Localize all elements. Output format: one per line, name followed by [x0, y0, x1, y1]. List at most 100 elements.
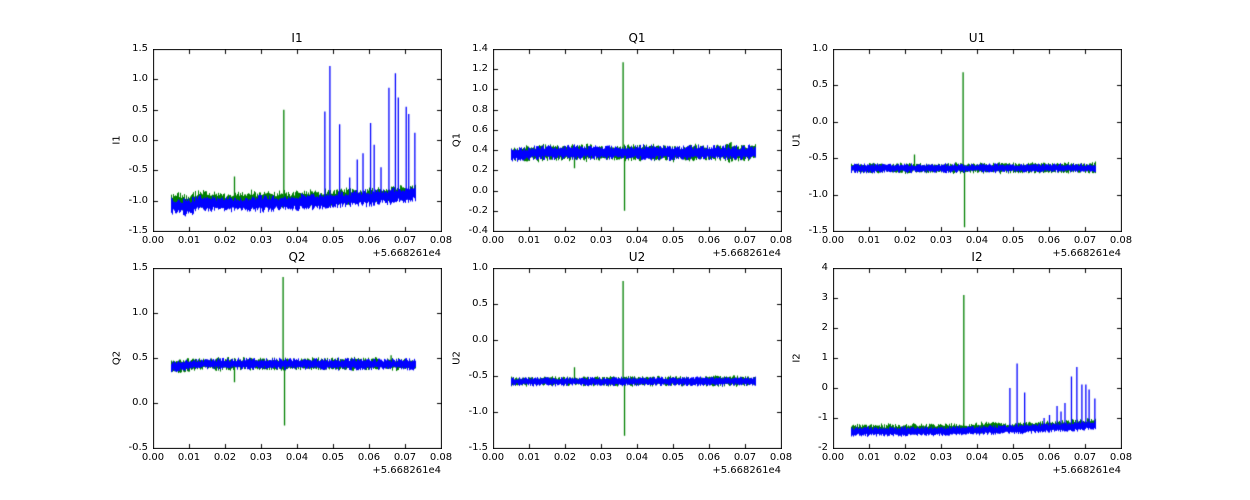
- x-axis-offset-label: +5.668261e4: [1052, 248, 1121, 259]
- y-tick-label: -0.5: [468, 370, 488, 381]
- y-tick-label: 1.0: [132, 307, 148, 318]
- x-tick-label: 0.01: [857, 235, 881, 246]
- y-tick-label: 0.0: [472, 334, 488, 345]
- y-tick-label: -0.5: [128, 164, 148, 176]
- y-tick-label: 1.0: [472, 83, 488, 95]
- plot-area: [833, 49, 1122, 232]
- x-axis-offset-label: +5.668261e4: [372, 248, 441, 259]
- x-tick-label: 0.02: [213, 452, 237, 463]
- plot-area: [153, 268, 442, 449]
- y-tick-label: 0.5: [812, 79, 828, 91]
- y-axis-label: Q2: [111, 350, 123, 366]
- y-tick-label: -1.0: [808, 188, 828, 200]
- y-axis-label: Q1: [451, 132, 463, 148]
- x-tick-label: 0.06: [697, 235, 721, 246]
- y-axis-label: I1: [111, 135, 123, 145]
- x-tick-label: 0.00: [481, 452, 505, 463]
- x-tick-label: 0.04: [965, 452, 989, 463]
- y-axis-label: U1: [791, 133, 803, 147]
- plot-title: I2: [971, 250, 983, 264]
- x-tick-label: 0.04: [625, 452, 649, 463]
- x-tick-label: 0.03: [589, 235, 613, 246]
- y-tick-label: 1.4: [472, 43, 488, 54]
- plot-area: [493, 49, 782, 232]
- y-tick-label: 1.0: [132, 73, 148, 85]
- x-tick-label: 0.04: [625, 235, 649, 246]
- x-tick-label: 0.02: [893, 452, 917, 463]
- x-tick-label: 0.04: [965, 235, 989, 246]
- y-tick-label: -1.5: [128, 225, 148, 236]
- y-tick-label: -1.5: [808, 225, 828, 236]
- x-tick-label: 0.00: [481, 235, 505, 246]
- x-tick-label: 0.07: [393, 452, 417, 463]
- y-tick-label: -2: [818, 442, 828, 453]
- x-tick-label: 0.02: [553, 235, 577, 246]
- y-tick-label: 2: [821, 322, 828, 333]
- y-tick-label: 4: [821, 262, 828, 273]
- x-tick-label: 0.03: [589, 452, 613, 463]
- x-axis-offset-label: +5.668261e4: [372, 465, 441, 476]
- y-tick-label: 1.2: [472, 63, 488, 75]
- x-tick-label: 0.01: [517, 452, 541, 463]
- x-tick-label: 0.00: [141, 235, 165, 246]
- x-tick-label: 0.01: [177, 235, 201, 246]
- x-tick-label: 0.04: [285, 235, 309, 246]
- y-tick-label: -1.5: [468, 442, 488, 453]
- y-tick-label: 1.0: [472, 262, 488, 273]
- x-tick-label: 0.00: [141, 452, 165, 463]
- y-tick-label: -1.0: [128, 194, 148, 206]
- x-tick-label: 0.06: [1037, 452, 1061, 463]
- x-tick-label: 0.06: [697, 452, 721, 463]
- x-tick-label: 0.03: [929, 235, 953, 246]
- x-tick-label: 0.08: [1109, 235, 1133, 246]
- y-tick-label: -1.0: [468, 406, 488, 417]
- plot-area: [493, 268, 782, 449]
- y-tick-label: 3: [821, 292, 828, 303]
- plot-area: [153, 49, 442, 232]
- plot-title: U1: [968, 31, 986, 45]
- x-axis-offset-label: +5.668261e4: [712, 248, 781, 259]
- x-tick-label: 0.05: [1001, 452, 1025, 463]
- x-tick-label: 0.06: [357, 235, 381, 246]
- x-tick-label: 0.01: [857, 452, 881, 463]
- y-tick-label: 0.5: [132, 103, 148, 115]
- x-tick-label: 0.08: [769, 235, 793, 246]
- y-tick-label: -0.5: [808, 152, 828, 164]
- plot-title: Q1: [628, 31, 646, 45]
- x-tick-label: 0.07: [393, 235, 417, 246]
- x-tick-label: 0.05: [661, 452, 685, 463]
- x-tick-label: 0.08: [1109, 452, 1133, 463]
- x-tick-label: 0.00: [821, 235, 845, 246]
- x-tick-label: 0.07: [733, 452, 757, 463]
- x-tick-label: 0.05: [1001, 235, 1025, 246]
- y-tick-label: 0.0: [132, 134, 148, 145]
- x-tick-label: 0.03: [249, 235, 273, 246]
- y-tick-label: 0.0: [472, 184, 488, 196]
- plot-title: Q2: [288, 250, 306, 264]
- y-tick-label: 0.2: [472, 164, 488, 176]
- x-tick-label: 0.03: [929, 452, 953, 463]
- x-axis-offset-label: +5.668261e4: [712, 465, 781, 476]
- plot-title: I1: [291, 31, 303, 45]
- y-axis-label: I2: [791, 353, 803, 363]
- y-tick-label: 1.5: [132, 262, 148, 273]
- y-tick-label: 1.5: [132, 43, 148, 54]
- x-tick-label: 0.02: [893, 235, 917, 246]
- x-tick-label: 0.03: [249, 452, 273, 463]
- y-tick-label: 1: [821, 352, 828, 363]
- y-tick-label: 0.6: [472, 123, 488, 135]
- x-tick-label: 0.01: [517, 235, 541, 246]
- x-tick-label: 0.07: [733, 235, 757, 246]
- y-tick-label: -0.5: [128, 442, 148, 453]
- x-tick-label: 0.05: [321, 452, 345, 463]
- y-tick-label: -0.2: [468, 204, 488, 216]
- y-tick-label: -0.4: [468, 225, 488, 236]
- y-tick-label: 1.0: [812, 43, 828, 54]
- y-tick-label: 0.5: [132, 352, 148, 363]
- x-tick-label: 0.01: [177, 452, 201, 463]
- y-tick-label: 0.0: [812, 115, 828, 127]
